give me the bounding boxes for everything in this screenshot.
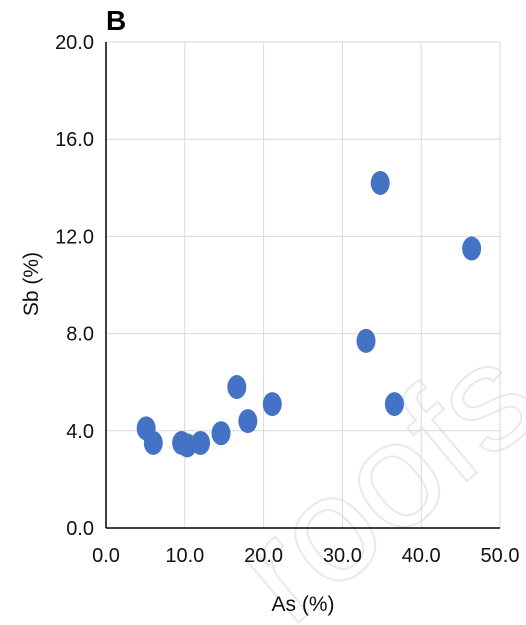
y-tick-label: 16.0 — [55, 129, 94, 151]
data-point — [191, 430, 211, 455]
x-axis-label: As (%) — [272, 593, 335, 616]
data-point — [227, 375, 247, 400]
x-tick-label: 30.0 — [323, 545, 362, 567]
x-tick-label: 10.0 — [165, 545, 204, 567]
x-tick-label: 50.0 — [481, 545, 520, 567]
data-point — [462, 236, 482, 261]
axes — [105, 42, 500, 529]
grid-lines — [106, 41, 501, 528]
x-tick-labels: 0.0 10.0 20.0 30.0 40.0 50.0 — [92, 545, 519, 567]
y-tick-label: 20.0 — [55, 32, 94, 54]
y-tick-labels: 0.0 4.0 8.0 12.0 16.0 20.0 — [55, 32, 94, 540]
data-point — [238, 409, 258, 434]
watermark: roofs — [203, 310, 526, 625]
y-tick-label: 4.0 — [66, 421, 94, 443]
x-tick-label: 40.0 — [402, 545, 441, 567]
data-point — [384, 392, 404, 417]
x-tick-label: 0.0 — [92, 545, 120, 567]
panel-label: B — [106, 5, 126, 36]
y-tick-label: 8.0 — [66, 324, 94, 346]
data-point — [370, 170, 390, 195]
x-tick-label: 20.0 — [244, 545, 283, 567]
data-points — [136, 170, 482, 458]
data-point — [356, 328, 376, 353]
y-tick-label: 12.0 — [55, 226, 94, 248]
data-point — [262, 392, 282, 417]
data-point — [211, 421, 231, 446]
data-point — [143, 430, 163, 455]
y-axis-label: Sb (%) — [20, 252, 43, 316]
y-tick-label: 0.0 — [66, 518, 94, 540]
